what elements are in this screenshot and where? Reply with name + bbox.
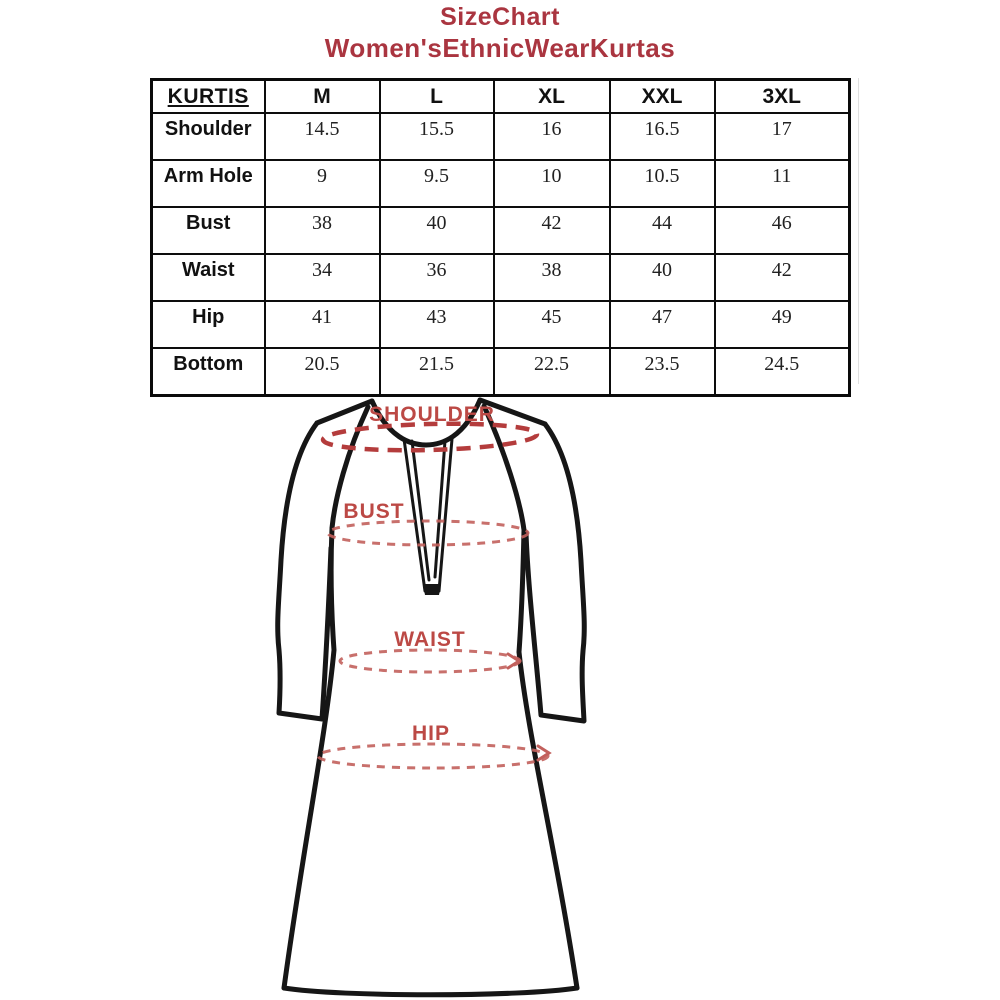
page-title: SizeChart <box>440 3 560 31</box>
table-row: Arm Hole 9 9.5 10 10.5 11 <box>150 159 851 208</box>
page-subtitle: Women'sEthnicWearKurtas <box>324 32 676 63</box>
table-row: Bust 38 40 42 44 46 <box>150 206 851 255</box>
size-value-cell: 11 <box>713 159 851 208</box>
kurta-outline <box>275 397 587 998</box>
size-value-cell: 14.5 <box>263 112 381 161</box>
measurement-row-label: Bottom <box>150 347 266 397</box>
size-value-cell: 38 <box>263 206 381 255</box>
size-value-cell: 10.5 <box>608 159 716 208</box>
waist-arrow-icon <box>506 652 522 670</box>
size-value-cell: 44 <box>608 206 716 255</box>
size-table: KURTIS M L XL XXL 3XL Shoulder 14.5 15.5 16 16.5 1… <box>150 78 851 397</box>
size-column-header: XL <box>492 78 611 114</box>
hip-label: HIP <box>412 722 450 745</box>
size-value-cell: 49 <box>713 300 851 349</box>
size-value-cell: 15.5 <box>378 112 495 161</box>
size-column-header: M <box>263 78 381 114</box>
table-row: Shoulder 14.5 15.5 16 16.5 17 <box>150 112 851 161</box>
size-value-cell: 9 <box>263 159 381 208</box>
shoulder-label: SHOULDER <box>369 403 495 426</box>
size-value-cell: 23.5 <box>608 347 716 397</box>
measurement-row-label: Hip <box>150 300 266 349</box>
size-value-cell: 34 <box>263 253 381 302</box>
size-value-cell: 40 <box>608 253 716 302</box>
bust-measure-line <box>326 519 530 547</box>
waist-measure-line <box>338 648 522 674</box>
size-value-cell: 20.5 <box>263 347 381 397</box>
size-chart-title-block: SizeChart Women'sEthnicWearKurtas <box>0 3 1000 63</box>
table-row: Waist 34 36 38 40 42 <box>150 253 851 302</box>
size-value-cell: 16.5 <box>608 112 716 161</box>
spreadsheet-gridline-artifact <box>858 78 859 384</box>
hip-measure-line <box>316 742 550 770</box>
size-value-cell: 22.5 <box>492 347 611 397</box>
size-value-cell: 40 <box>378 206 495 255</box>
waist-label: WAIST <box>394 628 466 651</box>
size-value-cell: 36 <box>378 253 495 302</box>
placket-tip <box>423 584 441 595</box>
measurement-row-label: Waist <box>150 253 266 302</box>
table-row: Bottom 20.5 21.5 22.5 23.5 24.5 <box>150 347 851 397</box>
size-value-cell: 46 <box>713 206 851 255</box>
size-column-header: XXL <box>608 78 716 114</box>
size-value-cell: 42 <box>713 253 851 302</box>
measurement-lines <box>316 421 552 770</box>
size-value-cell: 9.5 <box>378 159 495 208</box>
table-row: Hip 41 43 45 47 49 <box>150 300 851 349</box>
table-header-row: KURTIS M L XL XXL 3XL <box>150 78 851 114</box>
size-value-cell: 38 <box>492 253 611 302</box>
size-value-cell: 10 <box>492 159 611 208</box>
size-value-cell: 45 <box>492 300 611 349</box>
size-value-cell: 43 <box>378 300 495 349</box>
table-corner-header: KURTIS <box>150 78 266 114</box>
size-value-cell: 16 <box>492 112 611 161</box>
measurement-row-label: Shoulder <box>150 112 266 161</box>
size-value-cell: 47 <box>608 300 716 349</box>
size-value-cell: 41 <box>263 300 381 349</box>
measurement-row-label: Bust <box>150 206 266 255</box>
size-value-cell: 42 <box>492 206 611 255</box>
size-column-header: L <box>378 78 495 114</box>
hip-arrow-icon <box>536 744 552 762</box>
size-column-header: 3XL <box>713 78 851 114</box>
measurement-row-label: Arm Hole <box>150 159 266 208</box>
shoulder-measure-line <box>320 421 540 453</box>
bust-label: BUST <box>343 500 404 523</box>
size-value-cell: 21.5 <box>378 347 495 397</box>
size-value-cell: 17 <box>713 112 851 161</box>
size-value-cell: 24.5 <box>713 347 851 397</box>
